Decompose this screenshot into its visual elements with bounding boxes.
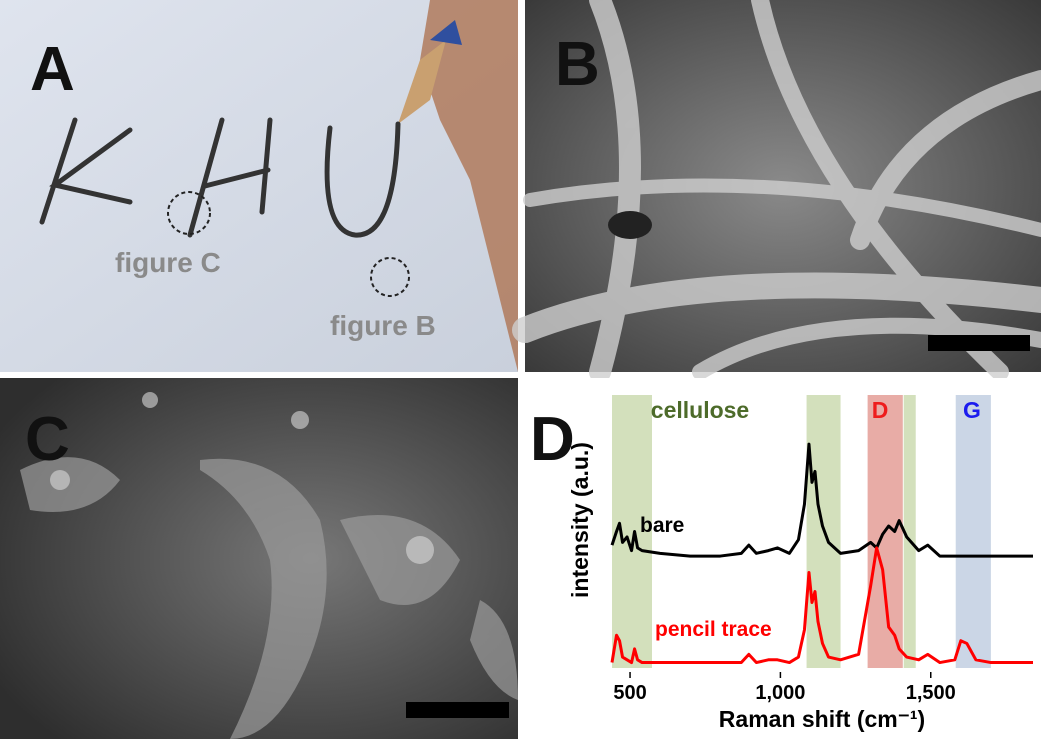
annotation: figure B xyxy=(330,310,436,341)
x-tick-label: 1,000 xyxy=(755,682,805,704)
panel-a: A figure C figure B xyxy=(0,0,518,372)
x-tick-label: 500 xyxy=(613,682,646,704)
y-axis-label: intensity (a.u.) xyxy=(567,442,593,598)
band-label: cellulose xyxy=(651,397,749,423)
series-label: bare xyxy=(640,514,684,537)
annotation: figure C xyxy=(115,247,221,278)
panel-label: C xyxy=(25,405,70,474)
band xyxy=(956,395,991,668)
panel-c: C xyxy=(0,378,518,739)
band-label: G xyxy=(963,397,981,423)
band-label: D xyxy=(872,397,889,423)
series-label: pencil trace xyxy=(655,618,772,641)
panel-label: A xyxy=(30,35,75,104)
panel-b: B xyxy=(525,0,1041,372)
figure: A figure C figure B B C xyxy=(0,0,1041,739)
x-tick-label: 1,500 xyxy=(906,682,956,704)
panel-label: B xyxy=(555,30,600,99)
x-axis-label: Raman shift (cm⁻¹) xyxy=(719,706,925,732)
